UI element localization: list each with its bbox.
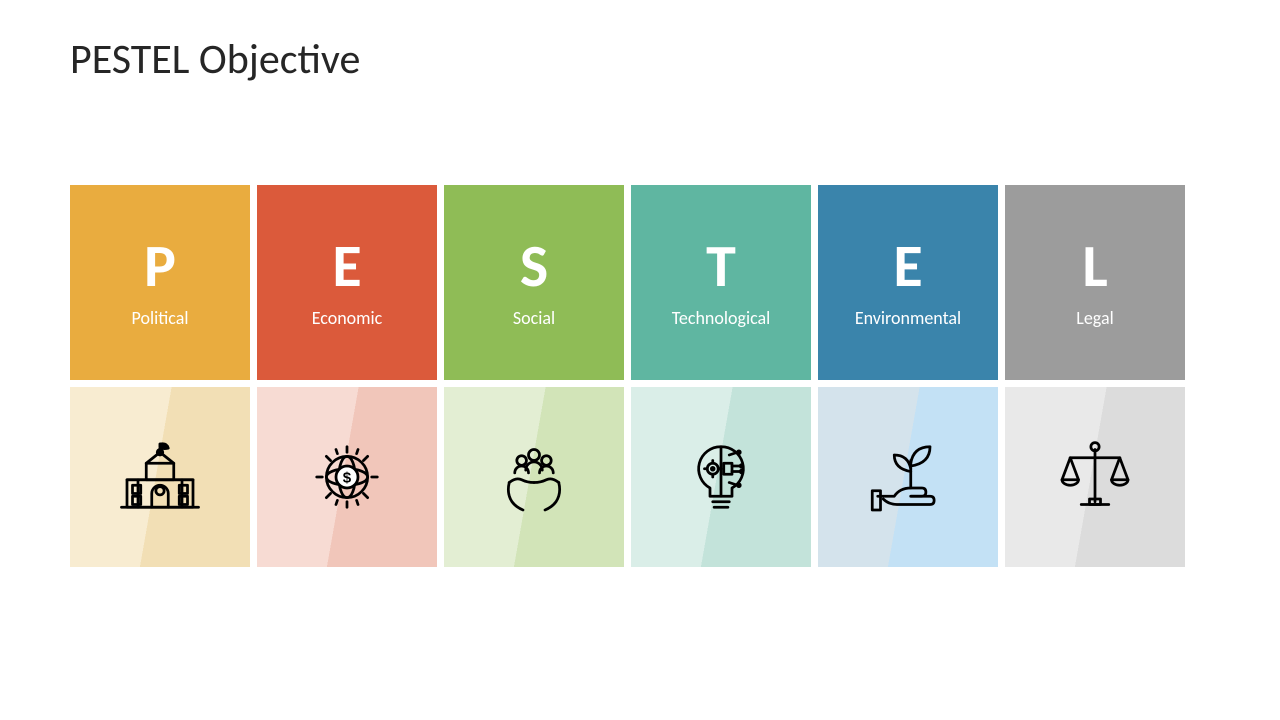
pestel-grid: P Political E Economic [70,185,1185,567]
slide-title: PESTEL Objective [70,34,360,85]
pestel-column-environmental: E Environmental [818,185,998,567]
column-letter: E [332,237,361,297]
svg-text:$: $ [343,470,352,487]
column-letter: P [144,237,176,297]
pestel-column-political: P Political [70,185,250,567]
column-letter: E [893,237,922,297]
hand-leaf-icon [818,387,998,567]
pestel-column-economic: E Economic $ [257,185,437,567]
column-header: S Social [444,185,624,380]
column-label: Social [513,307,555,329]
column-letter: S [520,237,548,297]
tech-bulb-icon [631,387,811,567]
column-header: L Legal [1005,185,1185,380]
column-letter: L [1082,237,1107,297]
government-icon [70,387,250,567]
column-header: P Political [70,185,250,380]
pestel-column-technological: T Technological [631,185,811,567]
column-header: T Technological [631,185,811,380]
column-header: E Environmental [818,185,998,380]
people-hands-icon [444,387,624,567]
column-label: Environmental [855,307,961,329]
column-letter: T [706,237,736,297]
pestel-slide: PESTEL Objective P Political E Economic [0,0,1280,720]
column-header: E Economic [257,185,437,380]
column-label: Economic [312,307,383,329]
pestel-column-social: S Social [444,185,624,567]
globe-dollar-icon: $ [257,387,437,567]
scales-icon [1005,387,1185,567]
column-label: Legal [1076,307,1113,329]
column-label: Political [132,307,189,329]
column-label: Technological [672,307,771,329]
pestel-column-legal: L Legal [1005,185,1185,567]
